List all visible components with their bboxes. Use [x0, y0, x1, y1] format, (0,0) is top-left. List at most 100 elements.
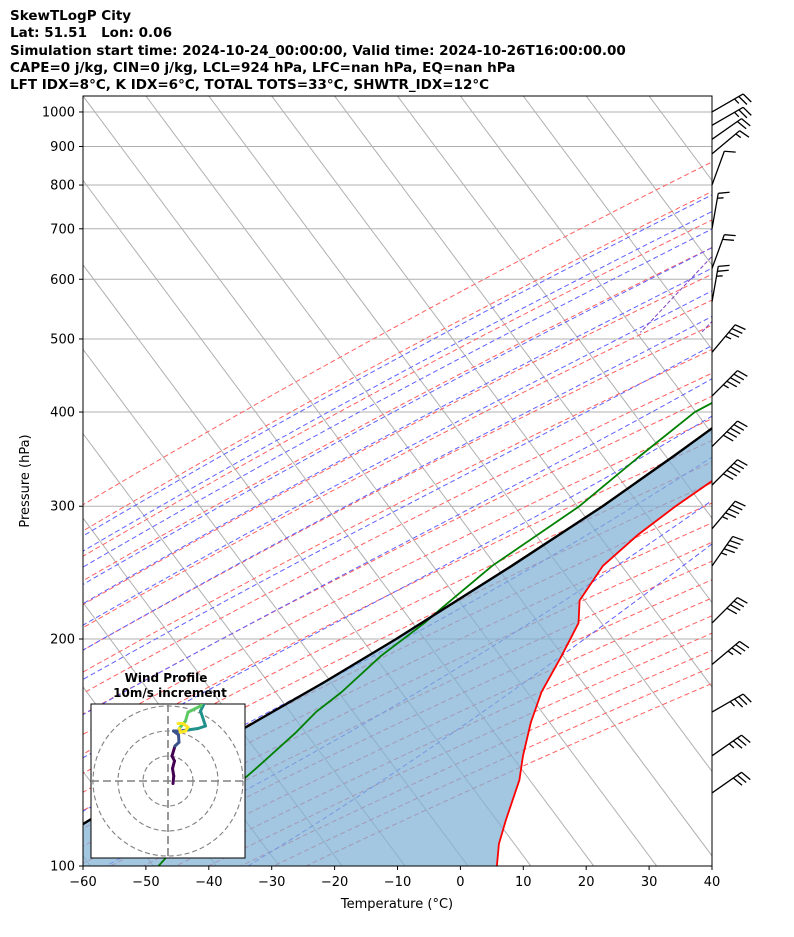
barb-flag — [741, 118, 751, 127]
x-tick-label: 40 — [704, 875, 721, 890]
barb-flag — [726, 607, 738, 615]
barb-flag — [737, 459, 748, 466]
barb-half-flag — [729, 701, 735, 707]
barb-staff — [711, 106, 744, 126]
y-tick-label: 700 — [50, 222, 75, 237]
isotherm-line — [145, 96, 712, 857]
dry-adiabat — [83, 273, 712, 606]
barb-staff — [711, 640, 740, 666]
x-tick-label: −30 — [258, 875, 285, 890]
wind-barb — [711, 130, 750, 155]
hodograph-subtitle: 10m/s increment — [113, 686, 227, 700]
barb-flag — [737, 597, 748, 604]
barb-flag — [736, 737, 747, 746]
barb-flag — [737, 370, 748, 377]
barb-flag — [722, 473, 734, 481]
barb-flag — [737, 420, 748, 428]
wind-barb — [711, 118, 751, 140]
wind-barbs — [711, 93, 752, 794]
barb-flag — [724, 150, 736, 153]
barb-flag — [733, 462, 745, 470]
y-tick-label: 300 — [50, 500, 75, 515]
hodograph-title: Wind Profile — [125, 671, 208, 685]
barb-flag — [738, 696, 748, 706]
isotherm-line — [334, 96, 712, 604]
barb-staff — [711, 420, 738, 447]
barb-flag — [730, 427, 741, 435]
barb-flag — [736, 121, 747, 130]
barb-flag — [734, 324, 746, 331]
barb-flag — [741, 734, 751, 743]
barb-staff — [711, 734, 742, 757]
wind-barb — [711, 93, 752, 113]
wind-barb — [711, 535, 744, 567]
barb-flag — [742, 93, 752, 103]
y-tick-label: 400 — [50, 406, 75, 421]
barb-flag — [732, 740, 743, 749]
barb-staff — [711, 193, 719, 229]
x-tick-label: 20 — [578, 875, 595, 890]
barb-staff — [711, 266, 719, 302]
barb-flag — [728, 508, 740, 515]
parcel-line — [83, 426, 712, 826]
wind-barb — [711, 234, 736, 269]
barb-flag — [733, 600, 745, 608]
dry-adiabat — [83, 219, 712, 557]
hodograph-inset: Wind Profile 10m/s increment — [90, 671, 246, 859]
barb-staff — [711, 771, 742, 794]
wind-barb — [711, 420, 748, 447]
barb-flag — [742, 693, 752, 703]
barb-flag — [734, 500, 746, 507]
moist-adiabat — [83, 290, 712, 626]
isotherm-line — [522, 96, 712, 351]
barb-flag — [736, 774, 747, 783]
x-tick-label: 30 — [641, 875, 658, 890]
barb-flag — [733, 424, 745, 431]
barb-half-flag — [722, 384, 729, 389]
barb-flag — [726, 431, 738, 438]
barb-half-flag — [725, 335, 732, 340]
wind-barb — [711, 640, 750, 666]
barb-flag — [725, 512, 737, 519]
isotherm-line — [271, 96, 712, 688]
barb-staff — [711, 500, 736, 530]
barb-flag — [729, 539, 741, 546]
barb-half-flag — [721, 515, 729, 520]
x-axis-label: Temperature (°C) — [340, 897, 453, 912]
wind-barb — [711, 500, 746, 530]
wind-barb — [711, 693, 752, 713]
x-tick-label: −20 — [321, 875, 348, 890]
wind-barb — [711, 370, 748, 397]
hodograph-segment — [170, 744, 177, 758]
barb-flag — [718, 191, 730, 194]
wind-barb — [711, 459, 748, 486]
barb-flag — [732, 535, 744, 541]
dewpoint-line — [157, 401, 712, 866]
x-tick-label: 10 — [515, 875, 532, 890]
mixing-ratio-line — [701, 320, 712, 333]
moist-adiabat — [83, 378, 712, 716]
wind-barb — [711, 771, 751, 794]
barb-flag — [726, 469, 738, 477]
moist-adiabat — [247, 543, 712, 866]
barb-flag — [739, 640, 750, 649]
barb-half-flag — [727, 650, 734, 656]
x-tick-label: −60 — [69, 875, 96, 890]
barb-staff — [711, 324, 736, 353]
location-line: Lat: 51.51 Lon: 0.06 — [10, 25, 172, 42]
x-tick-label: −50 — [132, 875, 159, 890]
wind-barb — [711, 106, 752, 126]
barb-flag — [733, 373, 745, 381]
wind-barb — [711, 734, 751, 757]
barb-flag — [739, 130, 750, 138]
y-tick-label: 600 — [50, 273, 75, 288]
dry-adiabat — [83, 418, 712, 735]
chart-header: SkewTLogP City Lat: 51.51 Lon: 0.06 Simula… — [10, 8, 626, 94]
y-tick-label: 800 — [50, 179, 75, 194]
moist-adiabat — [83, 315, 712, 651]
barb-flag — [717, 269, 729, 272]
x-tick-label: 0 — [456, 875, 464, 890]
barb-flag — [731, 327, 743, 334]
hodograph-segment — [199, 704, 206, 713]
